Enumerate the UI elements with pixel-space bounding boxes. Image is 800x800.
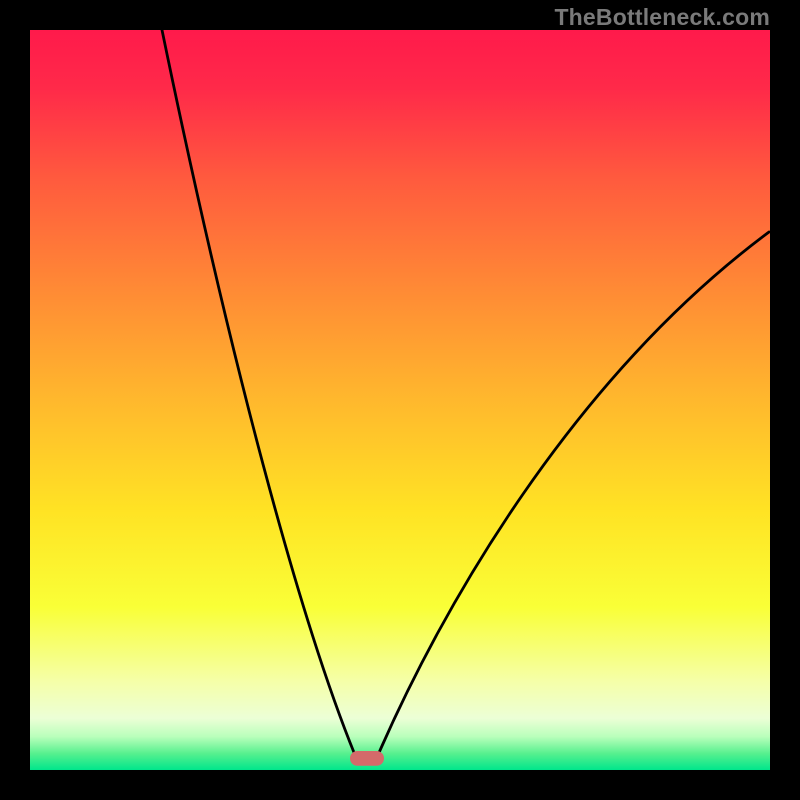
minimum-marker-rect bbox=[350, 751, 384, 766]
chart-root: TheBottleneck.com bbox=[0, 0, 800, 800]
curve-layer bbox=[0, 0, 800, 800]
bottleneck-curve bbox=[162, 30, 769, 757]
minimum-marker bbox=[350, 751, 384, 766]
